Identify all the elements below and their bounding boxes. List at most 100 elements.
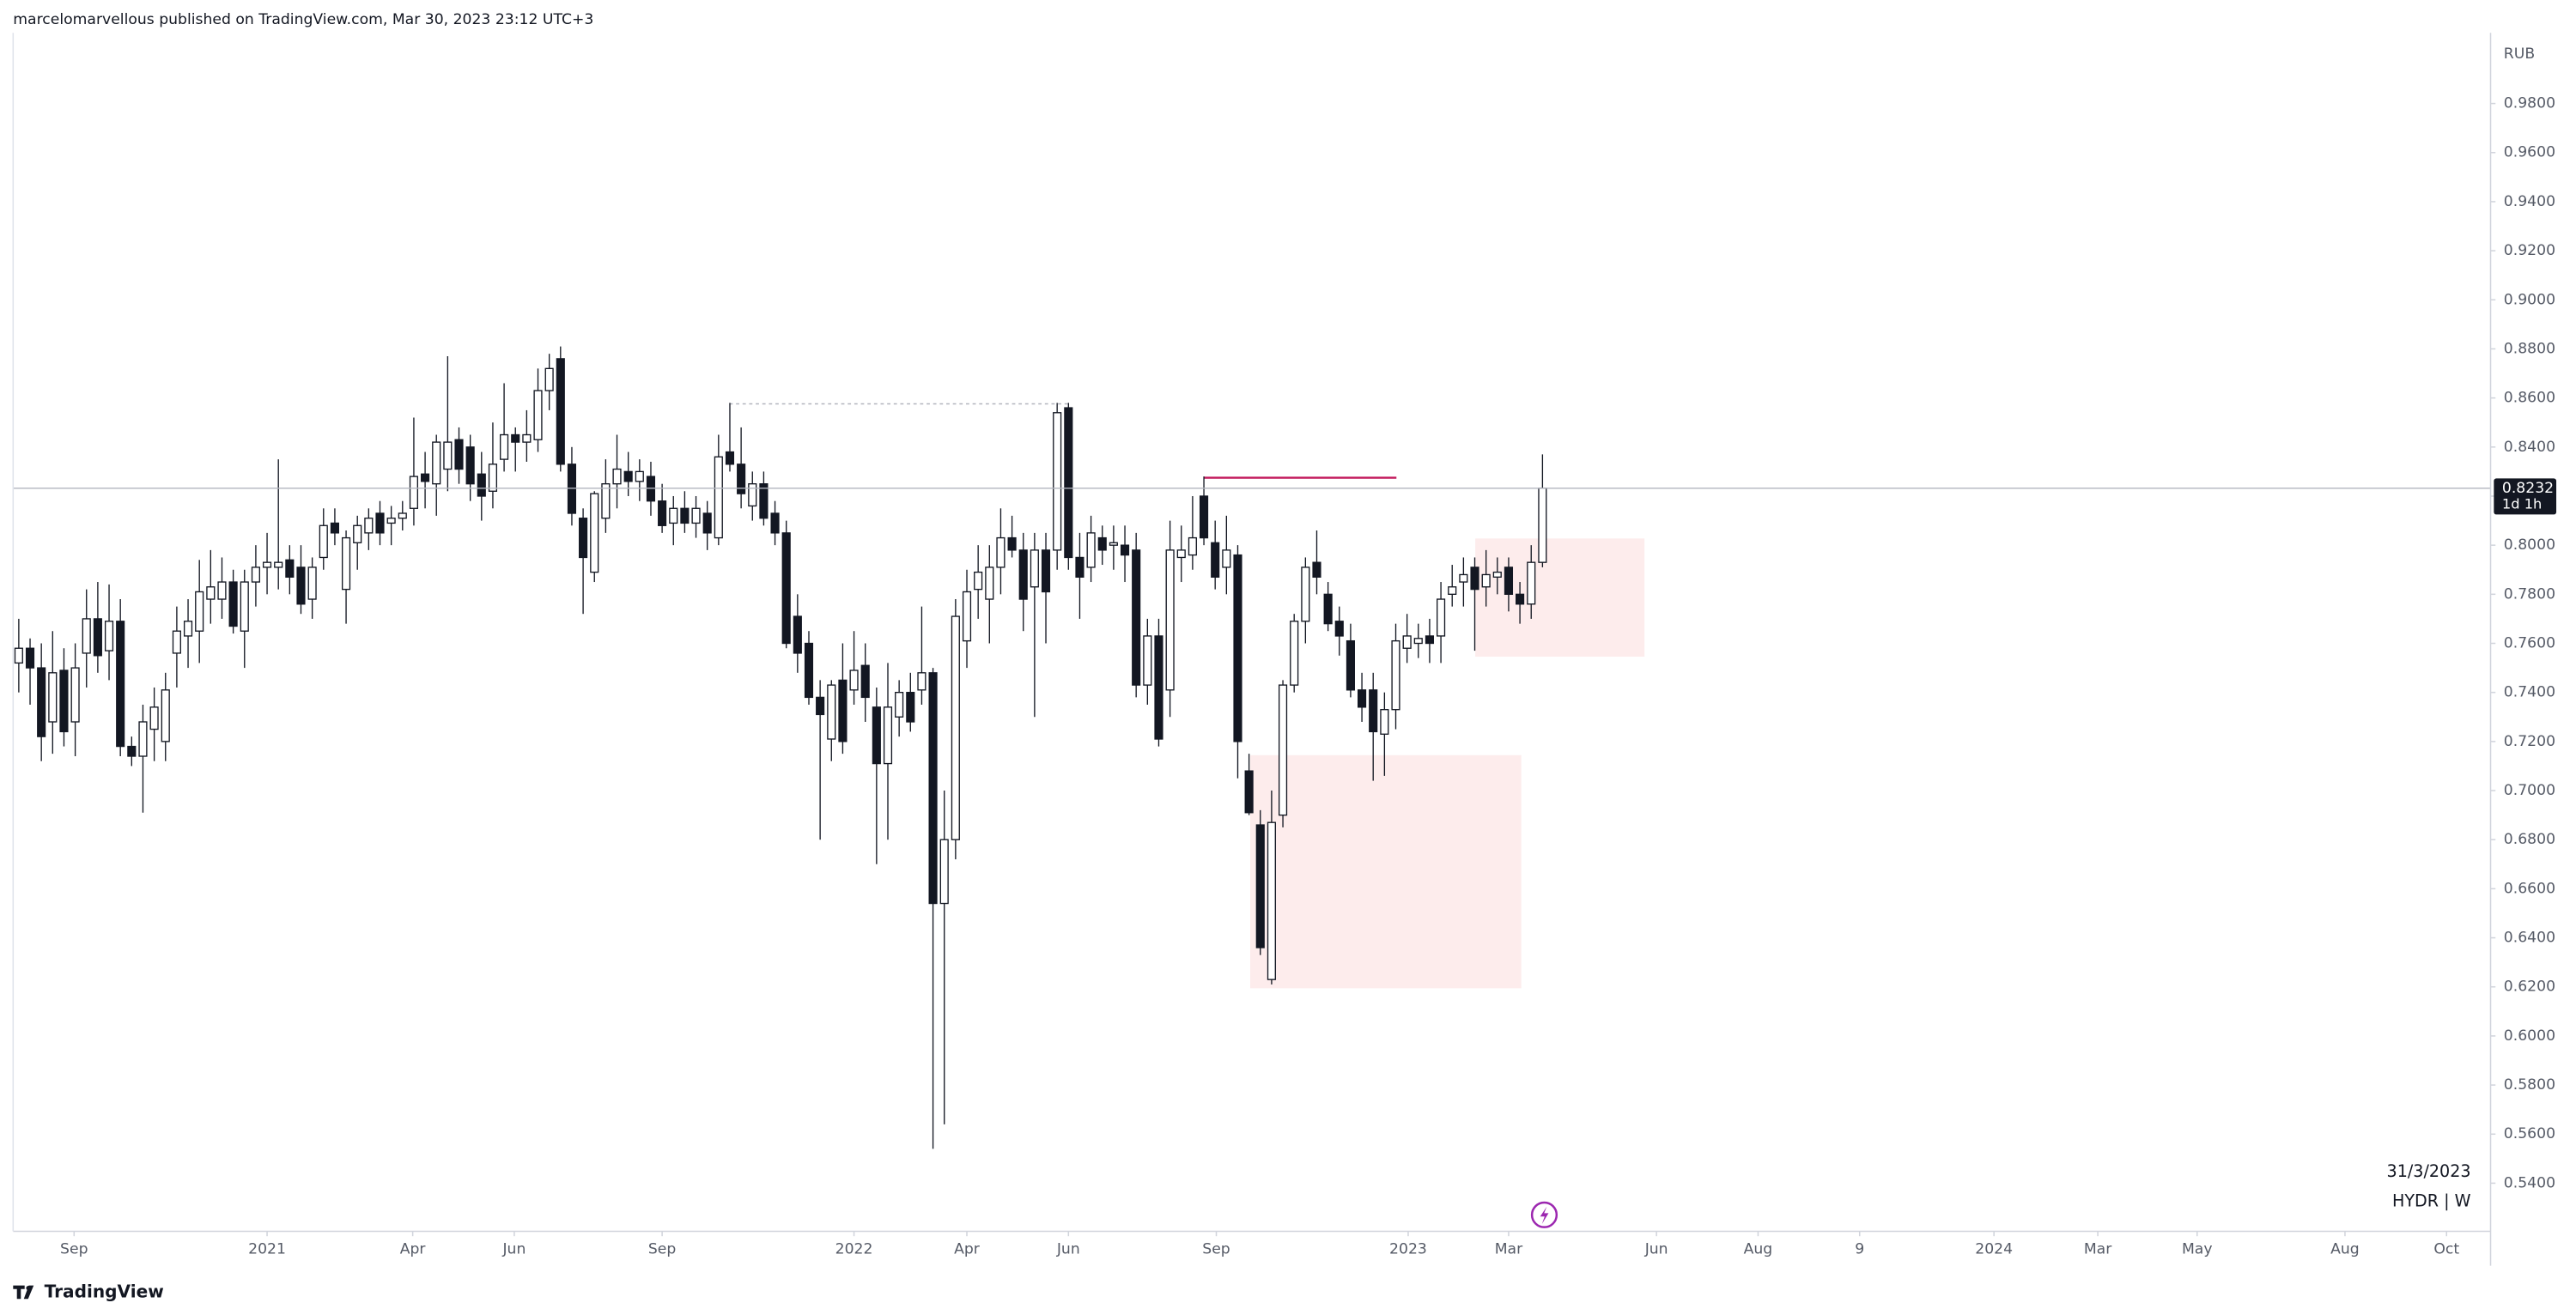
- x-tick-label: May: [2182, 1240, 2213, 1257]
- candle-body: [872, 706, 881, 765]
- candle-body: [691, 507, 701, 524]
- candle-body: [951, 615, 960, 840]
- x-tick-label: Jun: [501, 1240, 526, 1257]
- x-tick-label: Sep: [1202, 1240, 1230, 1257]
- candle-body: [579, 518, 588, 559]
- candle-body: [341, 536, 351, 591]
- candle-body: [1312, 561, 1321, 578]
- candle-body: [1188, 536, 1197, 556]
- candle-body: [1413, 638, 1423, 645]
- y-tick-label: 0.7800: [2504, 585, 2555, 603]
- candle-body: [1109, 542, 1118, 546]
- x-tick-label: Sep: [60, 1240, 88, 1257]
- candle-body: [1041, 549, 1051, 593]
- candle-body: [635, 470, 644, 482]
- y-tick-label: 0.6000: [2504, 1027, 2555, 1045]
- candle-body: [1481, 573, 1491, 588]
- candle-body: [1075, 556, 1084, 578]
- candle-body: [556, 358, 565, 465]
- candle-body: [714, 456, 723, 539]
- x-tick-label: Aug: [2330, 1240, 2360, 1257]
- candle-body: [623, 470, 633, 482]
- candle-body: [544, 367, 554, 391]
- candle-body: [319, 524, 328, 559]
- candle-body: [330, 522, 339, 534]
- x-tick-label: 9: [1855, 1240, 1864, 1257]
- candle-body: [93, 618, 102, 657]
- y-tick-label: 0.7600: [2504, 635, 2555, 652]
- candle-body: [1459, 573, 1468, 583]
- candle-body: [240, 581, 249, 632]
- candle-body: [522, 433, 532, 443]
- lightning-icon[interactable]: [1530, 1201, 1558, 1228]
- candle-body: [127, 745, 137, 757]
- candle-body: [917, 672, 927, 691]
- candle-body: [1143, 635, 1152, 686]
- candle-body: [1222, 549, 1231, 568]
- candle-body: [974, 571, 983, 591]
- y-tick-label: 0.9800: [2504, 95, 2555, 112]
- candle-body: [1007, 536, 1017, 551]
- y-tick-label: 0.5600: [2504, 1125, 2555, 1142]
- candle-body: [770, 512, 780, 534]
- y-tick-label: 0.5800: [2504, 1076, 2555, 1094]
- x-tick-label: Oct: [2433, 1240, 2459, 1257]
- y-tick-label: 0.7000: [2504, 782, 2555, 799]
- candle-body: [1097, 536, 1107, 551]
- candle-body: [1211, 542, 1220, 578]
- candle-body: [409, 476, 419, 509]
- x-tick-label: 2022: [835, 1240, 873, 1257]
- y-tick-label: 0.8800: [2504, 340, 2555, 357]
- y-tick-label: 0.5400: [2504, 1174, 2555, 1191]
- candle-body: [386, 518, 396, 524]
- candle-body: [816, 696, 825, 716]
- y-tick-label: 0.9000: [2504, 291, 2555, 308]
- candle-body: [1516, 593, 1525, 605]
- candle-body: [1030, 549, 1039, 588]
- candle-body: [48, 672, 58, 723]
- candle-body: [793, 615, 802, 654]
- candle-body: [1290, 621, 1299, 686]
- y-tick-label: 0.8400: [2504, 439, 2555, 456]
- y-tick-label: 0.6400: [2504, 930, 2555, 947]
- candle-body: [1267, 821, 1276, 980]
- candle-body: [1527, 561, 1536, 605]
- y-tick-label: 0.9400: [2504, 193, 2555, 210]
- candle-body: [1199, 495, 1209, 539]
- candle-body: [1233, 554, 1242, 742]
- candle-body: [443, 441, 453, 470]
- candle-body: [432, 441, 441, 485]
- candle-body: [1334, 621, 1344, 637]
- y-tick-label: 0.8000: [2504, 536, 2555, 554]
- publish-header: marcelomarvellous published on TradingVi…: [13, 11, 593, 28]
- candle-body: [25, 647, 35, 669]
- y-tick-label: 0.6600: [2504, 880, 2555, 897]
- candle-body: [500, 433, 509, 460]
- date-label: 31/3/2023: [2387, 1161, 2471, 1181]
- candle-body: [1504, 567, 1514, 595]
- x-tick-label: Apr: [954, 1240, 981, 1257]
- y-tick-label: 0.6800: [2504, 831, 2555, 848]
- candle-body: [939, 839, 949, 905]
- candle-body: [883, 706, 893, 765]
- candle-body: [928, 672, 938, 905]
- candle-body: [827, 684, 836, 740]
- x-tick-label: 2023: [1389, 1240, 1427, 1257]
- candle-body: [725, 451, 735, 465]
- candle-body: [375, 512, 385, 534]
- y-tick-label: 0.7200: [2504, 733, 2555, 750]
- y-tick-label: 0.9600: [2504, 144, 2555, 161]
- candle-body: [70, 667, 80, 723]
- candle-body: [906, 692, 915, 723]
- candle-body: [149, 706, 159, 730]
- candle-body: [296, 567, 306, 605]
- y-tick-label: 0.9200: [2504, 242, 2555, 259]
- candle-body: [251, 567, 260, 583]
- candle-body: [1323, 593, 1333, 625]
- candle-body: [353, 524, 362, 543]
- tradingview-logo[interactable]: TradingView: [13, 1282, 164, 1302]
- candle-body: [82, 618, 91, 654]
